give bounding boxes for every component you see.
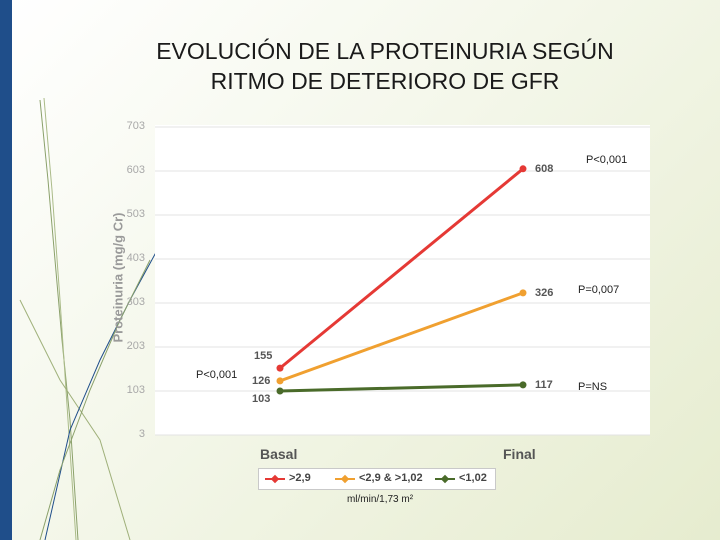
annotation-top-right: P<0,001 [586,154,628,166]
legend-swatch [335,478,355,480]
data-point-1-1 [276,364,284,372]
data-label-3-2: 117 [535,378,553,391]
data-point-3-1 [276,387,284,395]
series-line-2 [279,291,524,383]
data-label-1-2: 608 [535,162,554,175]
data-point-1-2 [519,165,527,173]
data-label-2-2: 326 [535,286,554,299]
title-line-2: RITMO DE DETERIORO DE GFR [210,68,560,94]
chart-legend: >2,9 <2,9 & >1,02 <1,02 [258,468,496,490]
y-tick-label: 203 [126,340,145,352]
y-tick-label: 703 [126,120,145,132]
legend-label: <1,02 [459,472,487,484]
legend-label: <2,9 & >1,02 [359,472,423,484]
data-point-3-2 [519,381,527,389]
series-line-1 [279,167,524,370]
y-tick-label: 303 [126,296,145,308]
data-point-2-2 [519,289,527,297]
data-label-3-1: 103 [252,393,271,405]
legend-label: >2,9 [289,472,311,484]
x-tick-label-final: Final [503,446,536,462]
chart-plot-area [155,125,650,435]
y-tick-label: 603 [126,164,145,176]
data-label-1-1: 155 [254,350,273,363]
data-label-2-1: 126 [252,374,271,387]
series-line-3 [279,383,524,393]
annotation-left: P<0,001 [196,369,238,381]
y-tick-label: 3 [138,428,145,440]
y-tick-label: 503 [126,208,145,220]
annotation-bottom-right: P=NS [578,381,608,393]
y-tick-label: 103 [126,384,145,396]
annotation-mid-right: P=0,007 [578,284,620,296]
legend-swatch [435,478,455,480]
legend-swatch [265,478,285,480]
x-tick-label-basal: Basal [260,446,298,462]
y-axis-label: Proteinuria (mg/g Cr) [110,212,126,343]
y-tick-label: 403 [126,252,145,264]
data-point-2-1 [276,377,284,385]
decorative-lines [19,97,161,540]
title-line-1: EVOLUCIÓN DE LA PROTEINURIA SEGÚN [156,38,614,64]
slide-title: EVOLUCIÓN DE LA PROTEINURIA SEGÚN RITMO … [90,36,680,96]
slide-accent-bar [0,0,12,540]
unit-note: ml/min/1,73 m² [346,494,414,505]
